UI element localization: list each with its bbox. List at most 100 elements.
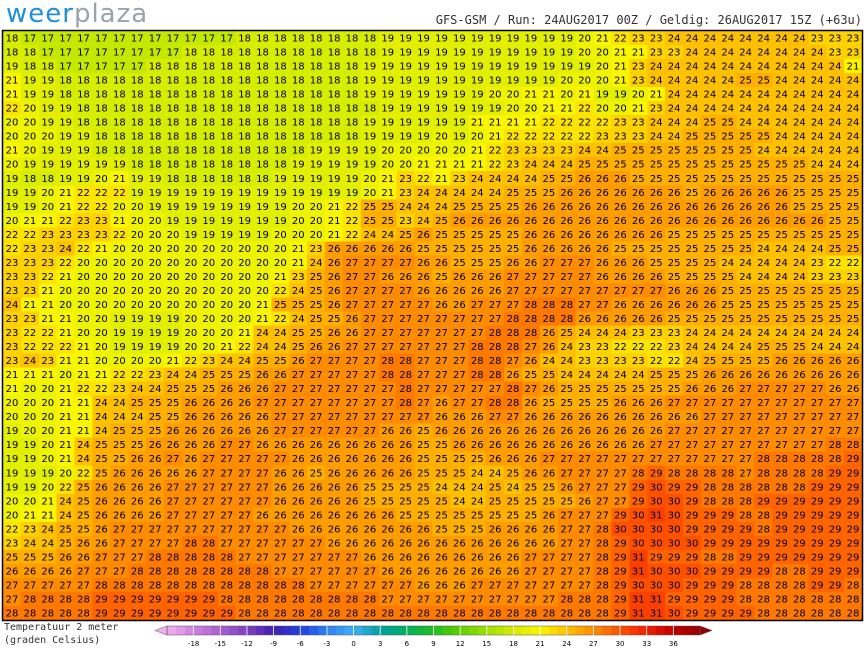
temperature-label: 27: [417, 370, 430, 381]
temperature-label: 24: [596, 328, 609, 339]
temperature-label: 21: [41, 314, 54, 325]
temperature-label: 24: [757, 328, 770, 339]
temperature-label: 25: [435, 454, 448, 465]
temperature-label: 22: [6, 104, 19, 115]
temperature-cell: [629, 115, 648, 130]
temperature-label: 24: [256, 328, 269, 339]
temperature-label: 20: [471, 132, 484, 143]
temperature-cell: [808, 129, 827, 144]
temperature-label: 24: [507, 482, 520, 493]
temperature-label: 24: [721, 48, 734, 59]
temperature-label: 25: [686, 314, 699, 325]
temperature-label: 22: [59, 342, 72, 353]
temperature-cell: [92, 73, 111, 88]
temperature-cell: [199, 115, 219, 130]
temperature-label: 25: [757, 286, 770, 297]
temperature-label: 27: [668, 440, 681, 451]
temperature-label: 25: [829, 314, 842, 325]
temperature-label: 25: [310, 286, 323, 297]
temperature-label: 18: [185, 132, 198, 143]
temperature-label: 26: [256, 370, 269, 381]
temperature-label: 26: [507, 524, 520, 535]
temperature-cell: [557, 101, 577, 116]
temperature-label: 24: [739, 48, 752, 59]
temperature-label: 25: [704, 314, 717, 325]
colorbar-segment: [335, 626, 346, 635]
temperature-cell: [217, 45, 237, 60]
temperature-label: 26: [149, 482, 162, 493]
temperature-label: 24: [578, 370, 591, 381]
temperature-label: 26: [185, 426, 198, 437]
temperature-label: 24: [650, 132, 663, 143]
temperature-label: 24: [811, 244, 824, 255]
temperature-label: 28: [757, 510, 770, 521]
temperature-label: 25: [829, 216, 842, 227]
temperature-label: 26: [829, 384, 842, 395]
temperature-label: 20: [202, 314, 215, 325]
temperature-cell: [360, 59, 380, 74]
temperature-label: 27: [525, 272, 538, 283]
temperature-label: 25: [721, 244, 734, 255]
temperature-label: 20: [507, 104, 520, 115]
temperature-label: 27: [757, 384, 770, 395]
temperature-label: 27: [525, 384, 538, 395]
temperature-label: 28: [560, 608, 573, 619]
temperature-label: 25: [435, 244, 448, 255]
temperature-label: 28: [739, 580, 752, 591]
temperature-label: 25: [739, 146, 752, 157]
temperature-label: 18: [346, 34, 359, 45]
temperature-cell: [450, 143, 469, 158]
temperature-cell: [754, 73, 774, 88]
temperature-label: 23: [829, 272, 842, 283]
temperature-label: 26: [399, 454, 412, 465]
temperature-label: 26: [650, 314, 663, 325]
temperature-label: 25: [686, 160, 699, 171]
temperature-label: 27: [95, 552, 108, 563]
temperature-label: 26: [650, 188, 663, 199]
temperature-label: 27: [453, 370, 466, 381]
temperature-cell: [450, 59, 469, 74]
temperature-label: 29: [167, 608, 180, 619]
temperature-cell: [665, 31, 684, 46]
temperature-label: 25: [739, 314, 752, 325]
temperature-cell: [56, 59, 76, 74]
temperature-label: 20: [614, 104, 627, 115]
temperature-label: 19: [417, 62, 430, 73]
temperature-label: 26: [542, 426, 555, 437]
temperature-cell: [718, 115, 738, 130]
temperature-label: 26: [721, 384, 734, 395]
logo[interactable]: weerplaza: [6, 0, 148, 29]
temperature-label: 28: [507, 608, 520, 619]
temperature-cell: [665, 45, 684, 60]
temperature-label: 19: [149, 202, 162, 213]
temperature-label: 19: [399, 90, 412, 101]
temperature-label: 20: [41, 132, 54, 143]
temperature-label: 26: [507, 440, 520, 451]
temperature-label: 24: [471, 468, 484, 479]
temperature-cell: [289, 129, 308, 144]
temperature-cell: [164, 73, 183, 88]
temperature-label: 18: [256, 48, 269, 59]
temperature-label: 18: [328, 118, 341, 129]
temperature-label: 18: [220, 62, 233, 73]
temperature-cell: [790, 31, 809, 46]
temperature-label: 21: [417, 160, 430, 171]
temperature-label: 27: [399, 300, 412, 311]
temperature-label: 26: [614, 412, 627, 423]
temperature-label: 20: [220, 244, 233, 255]
temperature-label: 29: [650, 468, 663, 479]
temperature-label: 22: [596, 118, 609, 129]
temperature-label: 29: [793, 538, 806, 549]
temperature-label: 18: [6, 48, 19, 59]
temperature-label: 19: [292, 160, 305, 171]
temperature-label: 26: [525, 538, 538, 549]
temperature-cell: [74, 87, 94, 102]
temperature-cell: [504, 73, 523, 88]
temperature-label: 25: [757, 342, 770, 353]
temperature-label: 26: [739, 370, 752, 381]
temperature-label: 20: [23, 398, 36, 409]
temperature-label: 27: [507, 412, 520, 423]
temperature-label: 24: [793, 48, 806, 59]
temperature-label: 31: [632, 566, 645, 577]
temperature-label: 19: [238, 202, 251, 213]
